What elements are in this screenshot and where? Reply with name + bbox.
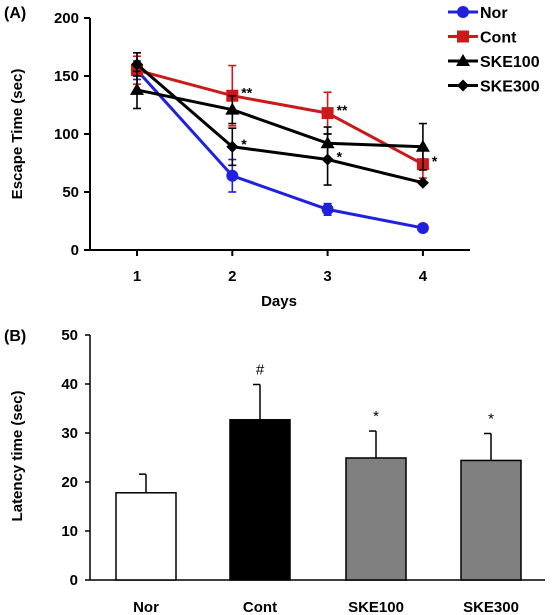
x-tick-label: 4 [419,268,428,285]
series-line-cont [136,68,424,166]
y-tick-label-b: 30 [61,425,78,442]
y-axis-label: Escape Time (sec) [9,69,26,200]
x-tick-label: 1 [133,268,141,285]
data-point-ske300 [416,176,429,189]
legend-marker-ske300 [457,79,469,92]
x-tick-label-b: Cont [243,599,277,615]
x-tick-label-b: SKE300 [463,599,519,615]
y-tick-label: 50 [62,184,79,201]
y-tick-label-b: 40 [61,376,78,393]
data-point-nor [416,221,429,234]
x-tick-label-b: Nor [133,599,159,615]
data-point-nor [226,169,239,182]
legend-marker-cont [457,30,469,43]
y-tick-label: 150 [54,68,79,85]
significance-mark-b: * [488,410,494,427]
series-cont: ***** [131,55,438,179]
bar-group-ske100: SKE100 * [345,408,407,615]
y-tick-label-b: 0 [70,572,78,589]
data-point-ske100 [415,139,430,152]
y-tick-label-b: 20 [61,474,78,491]
series-ske100 [130,70,430,171]
significance-mark: ** [241,85,252,101]
y-axis-label-b: Latency time (sec) [9,391,26,522]
data-point-ske300 [226,140,239,153]
series-line-ske300 [136,63,424,185]
data-point-ske300 [131,58,143,71]
bar-ske300 [460,459,522,581]
significance-mark: * [432,153,438,169]
significance-mark: ** [337,102,348,118]
legend-label-cont: Cont [480,30,517,47]
x-tick-label: 3 [323,268,331,285]
legend: Nor Cont SKE100 SKE300 [448,5,540,96]
x-axis-label: Days [261,293,297,310]
legend-label-ske100: SKE100 [480,54,540,71]
bar-ske100 [345,457,407,581]
bar-group-ske300: SKE300 * [460,410,522,615]
data-point-ske300 [321,153,334,166]
bar-group-cont: Cont # [229,361,291,615]
data-point-nor [321,203,334,216]
panel-b-bar-chart: (B) 0 10 20 30 40 50 Nor Cont # SKE100 * SKE300 * L… [4,327,545,615]
x-tick-label-b: SKE100 [348,599,404,615]
significance-mark-b: * [373,408,379,425]
bar-group-nor: Nor [115,473,177,615]
legend-label-ske300: SKE300 [480,79,540,96]
legend-marker-nor [457,6,469,18]
panel-a-label: (A) [4,5,26,22]
data-point-ske100 [225,102,240,115]
series-ske300: ** [131,51,429,189]
y-tick-label-b: 50 [61,327,78,344]
data-point-ske100 [130,82,144,95]
data-point-cont [321,107,334,120]
bar-nor [115,492,177,581]
panel-b-label: (B) [4,328,26,345]
significance-mark: * [241,136,247,152]
legend-marker-ske100 [456,54,470,66]
significance-mark-b: # [256,361,265,378]
series-line-ske100 [136,88,423,149]
y-tick-label: 100 [54,126,79,143]
y-tick-label-b: 10 [61,523,78,540]
series-nor [131,60,429,234]
legend-label-nor: Nor [480,5,508,22]
significance-mark: * [337,149,343,165]
x-tick-label: 2 [228,268,236,285]
bar-cont [229,419,291,581]
series-line-nor [135,69,424,230]
y-tick-label: 0 [71,242,79,259]
y-tick-label: 200 [54,10,79,27]
